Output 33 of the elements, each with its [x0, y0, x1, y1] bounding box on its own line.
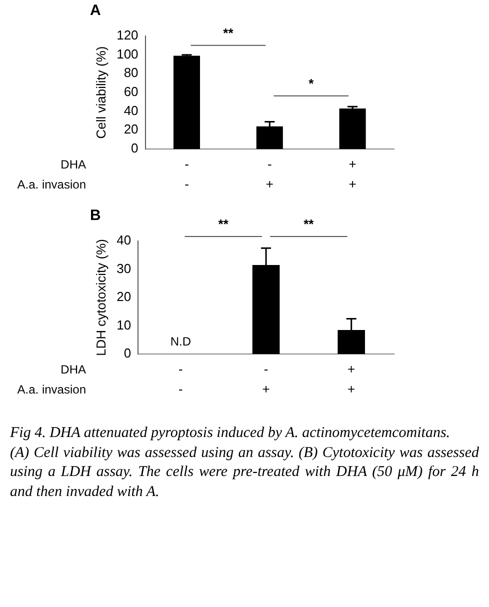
text: ** [304, 216, 315, 232]
x-tick-label: - - [178, 362, 183, 397]
y-tick-label: 120 [116, 28, 138, 43]
x-tick-label: - - [184, 156, 189, 192]
y-tick-label: 0 [124, 346, 132, 361]
chart-title: B [90, 207, 101, 224]
annotation: N.D [170, 334, 192, 348]
y-tick-label: 80 [124, 65, 138, 80]
y-tick-label: 0 [131, 140, 138, 156]
bar [339, 108, 366, 149]
y-tick-label: 60 [124, 84, 138, 100]
annotation: * [308, 76, 315, 91]
y-tick-label: 40 [116, 232, 132, 248]
x-tick-label: + + [348, 156, 356, 192]
x-tick-label: + + [348, 362, 356, 397]
bar [173, 56, 200, 149]
y-axis-title: LDH cytotoxicity (%) [93, 238, 108, 356]
text: (A) Cell viability was assessed using an assay. (B) Cytotoxicity was assessed using a LDH assay. The cells were pre-treated with DHA (50 μM) for 24 h and then invaded with A. [10, 444, 479, 502]
annotation: ** [223, 25, 234, 40]
chart-title: A [90, 2, 101, 20]
y-tick-label: 40 [124, 102, 138, 118]
y-tick-label: 10 [116, 317, 132, 332]
x-axis-title: DHA A.a. invasion [17, 362, 86, 396]
y-tick-label: 100 [116, 46, 138, 62]
y-tick-label: 20 [116, 289, 132, 304]
x-tick-label: - + [262, 362, 270, 397]
y-tick-label: 30 [116, 260, 132, 276]
text: Fig 4. DHA attenuated pyroptosis induced by A. actinomycetemcomitans. [10, 424, 452, 443]
y-tick-label: 20 [124, 122, 138, 137]
x-tick-label: - + [266, 156, 274, 192]
x-axis-title: DHA A.a. invasion [17, 157, 86, 192]
y-axis-title: Cell viability (%) [93, 46, 108, 139]
text: ** [218, 216, 230, 232]
